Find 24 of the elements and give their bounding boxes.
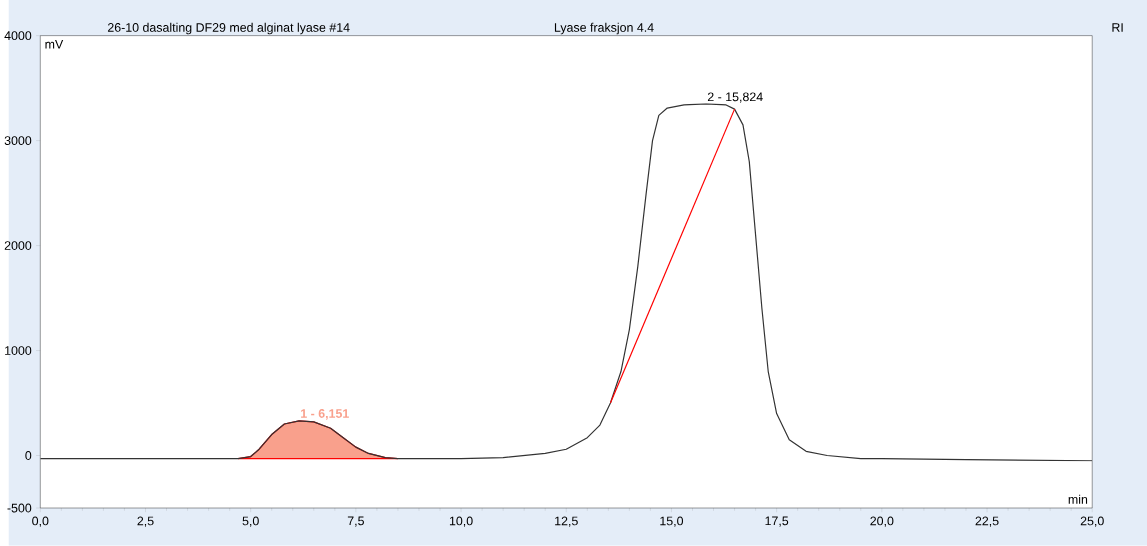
annotation: 2 - 15,824 xyxy=(707,92,763,103)
y-tick-label: 0 xyxy=(25,451,32,461)
text: RI xyxy=(1112,23,1123,32)
x-tick-label: 0,0 xyxy=(32,516,49,527)
x-tick-label: 17,5 xyxy=(765,516,789,527)
x-tick-label: 5,0 xyxy=(242,516,259,527)
y-tick-label: 3000 xyxy=(4,136,32,146)
x-tick-label: 22,5 xyxy=(975,516,999,527)
x-tick-label: 7,5 xyxy=(347,516,364,527)
x-tick-label: 15,0 xyxy=(660,516,684,527)
y-tick-label: 4000 xyxy=(4,31,32,41)
y-tick-label: 2000 xyxy=(4,241,32,251)
x-tick-label: 12,5 xyxy=(555,516,578,527)
annotation: 1 - 6,151 xyxy=(301,409,349,420)
chart-title: 26-10 dasalting DF29 med alginat lyase #14 xyxy=(107,22,350,35)
y-tick-label: -500 xyxy=(7,503,32,513)
chart-subtitle: Lyase fraksjon 4.4 xyxy=(554,22,654,35)
y-tick-label: 1000 xyxy=(5,346,32,356)
y-axis-title: mV xyxy=(45,40,64,49)
x-axis-title: min xyxy=(1068,494,1088,504)
x-tick-label: 20,0 xyxy=(870,516,894,527)
x-tick-label: 10,0 xyxy=(449,516,473,527)
x-tick-label: 25,0 xyxy=(1080,516,1104,527)
x-tick-label: 2,5 xyxy=(137,516,154,527)
